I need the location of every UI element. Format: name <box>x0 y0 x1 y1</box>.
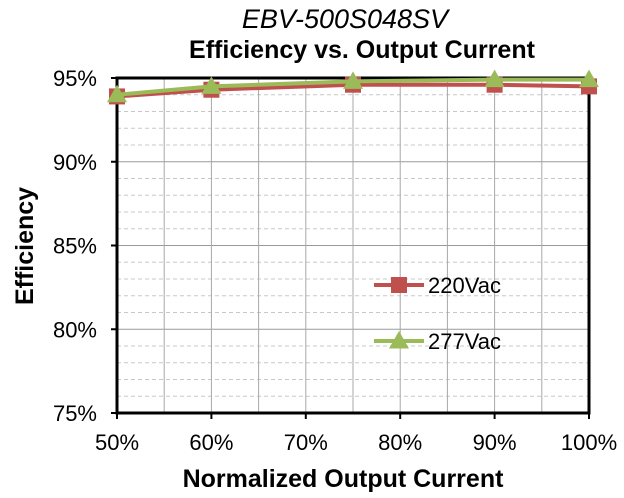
y-axis-title: Efficiency <box>11 187 39 305</box>
data-point <box>579 69 599 88</box>
legend-item: 277Vac <box>374 329 501 354</box>
data-point <box>107 84 127 103</box>
legend-item: 220Vac <box>374 273 501 298</box>
y-tick-label: 85% <box>53 234 97 259</box>
axes <box>111 76 591 419</box>
y-tick-labels: 75% 80% 85% 90% 95% <box>53 66 97 426</box>
legend-label: 277Vac <box>428 329 501 354</box>
chart-subtitle: Efficiency vs. Output Current <box>189 36 536 64</box>
y-tick-label: 90% <box>53 150 97 175</box>
data-point <box>201 76 222 94</box>
legend-marker <box>391 277 407 293</box>
grid <box>117 77 589 414</box>
x-tick-label: 60% <box>189 430 233 455</box>
chart-title: EBV-500S048SV <box>242 4 451 34</box>
x-axis-title: Normalized Output Current <box>183 465 505 493</box>
series <box>107 69 599 105</box>
legend-marker <box>389 331 409 349</box>
data-point <box>343 71 363 89</box>
x-tick-label: 70% <box>284 430 328 455</box>
series-277Vac <box>107 69 599 103</box>
x-tick-labels: 50% 60% 70% 80% 90% 100% <box>95 430 617 455</box>
x-tick-label: 80% <box>378 430 422 455</box>
x-tick-label: 100% <box>561 430 617 455</box>
x-tick-label: 50% <box>95 430 139 455</box>
y-tick-label: 95% <box>53 66 97 91</box>
y-tick-label: 75% <box>53 401 97 426</box>
x-tick-label: 90% <box>473 430 517 455</box>
y-tick-label: 80% <box>53 317 97 342</box>
legend: 220Vac 277Vac <box>374 273 501 354</box>
legend-label: 220Vac <box>428 273 501 298</box>
data-point <box>484 69 505 88</box>
